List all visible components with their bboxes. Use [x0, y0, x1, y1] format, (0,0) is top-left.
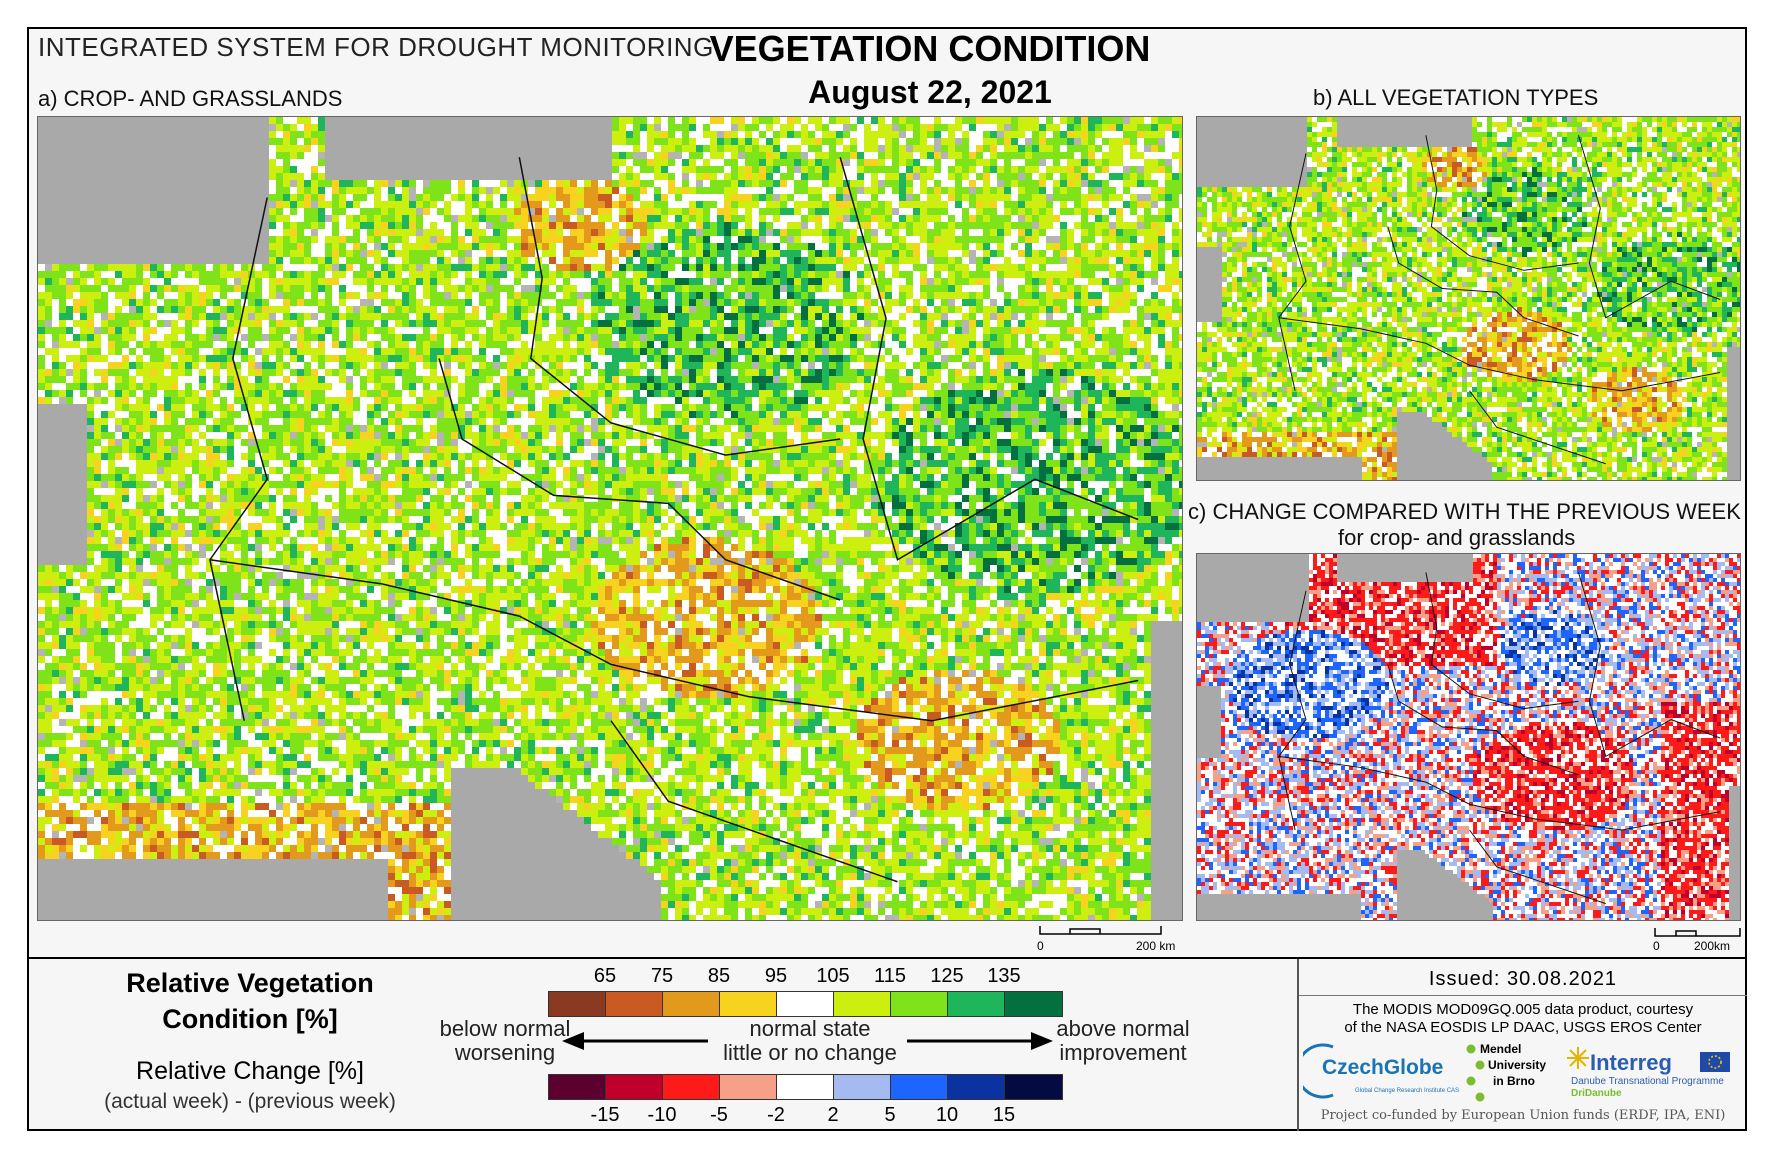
rc-swatch	[720, 1075, 777, 1099]
rc-swatch	[549, 1075, 606, 1099]
panel-c-sublabel: for crop- and grasslands	[1338, 525, 1575, 551]
rc-tick: 10	[936, 1104, 958, 1127]
rvc-tick: 75	[651, 965, 673, 988]
mendel-logo-text-3: in Brno	[1493, 1074, 1535, 1088]
system-name: INTEGRATED SYSTEM FOR DROUGHT MONITORING	[38, 32, 714, 63]
rvc-tick: 85	[708, 965, 730, 988]
rc-tick: 5	[884, 1104, 895, 1127]
normal-state-label: normal state	[710, 1017, 910, 1041]
below-normal-label: below normal	[430, 1017, 580, 1041]
interreg-star-icon	[1567, 1047, 1589, 1069]
country-borders	[209, 157, 1139, 883]
rc-swatch	[777, 1075, 834, 1099]
legend-divider	[1297, 959, 1299, 1131]
rc-tick: -5	[710, 1104, 728, 1127]
rvc-color-ramp	[548, 991, 1063, 1017]
rc-ticks: -15 -10 -5 -2 2 5 10 15	[548, 1104, 1063, 1130]
rc-swatch	[891, 1075, 948, 1099]
panel-a-scale-zero: 0	[1037, 939, 1044, 953]
rc-legend-formula: (actual week) - (previous week)	[60, 1090, 440, 1114]
panel-a-map	[37, 116, 1183, 921]
left-arrow-icon	[562, 1032, 708, 1050]
panel-b-map	[1196, 116, 1741, 481]
czechglobe-logo-sub: Global Change Research Institute CAS	[1355, 1088, 1459, 1094]
panel-b-scale-km: 200km	[1694, 939, 1730, 953]
mendel-logo-text-2: University	[1488, 1058, 1546, 1072]
above-normal-label: above normal	[1043, 1017, 1203, 1041]
little-change-label: little or no change	[700, 1041, 920, 1065]
panel-a-label: a) CROP- AND GRASSLANDS	[38, 86, 342, 112]
footer-divider	[1299, 995, 1747, 996]
rvc-tick: 95	[765, 965, 787, 988]
rc-color-ramp	[548, 1074, 1063, 1100]
country-borders	[1278, 572, 1721, 905]
czechglobe-logo-text: CzechGlobe	[1322, 1056, 1443, 1080]
rvc-swatch	[663, 992, 720, 1016]
panel-a-scale-km: 200 km	[1136, 939, 1175, 953]
map-title: VEGETATION CONDITION	[630, 28, 1230, 70]
rc-tick: -2	[767, 1104, 785, 1127]
rvc-tick: 105	[816, 965, 849, 988]
right-arrow-icon	[907, 1032, 1053, 1050]
panel-c-map	[1196, 553, 1741, 921]
rc-legend-title: Relative Change [%]	[60, 1057, 440, 1086]
rc-tick: -15	[591, 1104, 620, 1127]
rc-tick: 2	[827, 1104, 838, 1127]
rvc-swatch	[834, 992, 891, 1016]
rvc-swatch	[777, 992, 834, 1016]
raster-cells	[1197, 117, 1740, 480]
rc-tick: -10	[648, 1104, 677, 1127]
eu-flag-icon	[1700, 1052, 1730, 1072]
rvc-tick: 65	[594, 965, 616, 988]
credit-line-2: of the NASA EOSDIS LP DAAC, USGS EROS Ce…	[1299, 1019, 1747, 1037]
panel-b-scalebar	[1652, 926, 1742, 947]
rvc-swatch	[948, 992, 1005, 1016]
interreg-logo-sub-1: Danube Transnational Programme	[1571, 1076, 1724, 1087]
rvc-swatch	[1005, 992, 1062, 1016]
rc-swatch	[1005, 1075, 1062, 1099]
rvc-swatch	[891, 992, 948, 1016]
panel-c-label: c) CHANGE COMPARED WITH THE PREVIOUS WEE…	[1188, 499, 1741, 525]
cofunded-note: Project co-funded by European Union fund…	[1299, 1108, 1747, 1123]
rvc-swatch	[606, 992, 663, 1016]
issued-date: Issued: 30.08.2021	[1299, 968, 1747, 991]
rvc-tick: 135	[987, 965, 1020, 988]
worsening-label: worsening	[430, 1041, 580, 1065]
improvement-label: improvement	[1043, 1041, 1203, 1065]
rvc-swatch	[720, 992, 777, 1016]
panel-b-scale-zero: 0	[1653, 939, 1660, 953]
rc-swatch	[663, 1075, 720, 1099]
czechglobe-logo-icon	[1303, 1043, 1334, 1099]
interreg-logo-text: Interreg	[1590, 1050, 1672, 1076]
mendel-logo-icon	[1466, 1044, 1485, 1102]
rc-swatch	[606, 1075, 663, 1099]
mendel-logo-text-1: Mendel	[1480, 1042, 1521, 1056]
rvc-legend-title-2: Condition [%]	[60, 1004, 440, 1035]
credit-line-1: The MODIS MOD09GQ.005 data product, cour…	[1299, 1001, 1747, 1019]
legend-area	[27, 957, 1747, 1133]
rvc-swatch	[549, 992, 606, 1016]
rc-swatch	[948, 1075, 1005, 1099]
rvc-ticks: 65 75 85 95 105 115 125 135	[548, 965, 1063, 991]
panel-b-label: b) ALL VEGETATION TYPES	[1313, 85, 1598, 111]
map-date: August 22, 2021	[730, 74, 1130, 111]
rvc-legend-title-1: Relative Vegetation	[60, 968, 440, 999]
rc-tick: 15	[993, 1104, 1015, 1127]
rc-swatch	[834, 1075, 891, 1099]
interreg-logo-sub-2: DriDanube	[1571, 1088, 1622, 1099]
rvc-tick: 115	[874, 965, 906, 988]
country-borders	[1278, 135, 1721, 465]
panel-a-scalebar	[1036, 924, 1176, 945]
raster-cells	[1197, 554, 1740, 920]
rvc-tick: 125	[930, 965, 963, 988]
